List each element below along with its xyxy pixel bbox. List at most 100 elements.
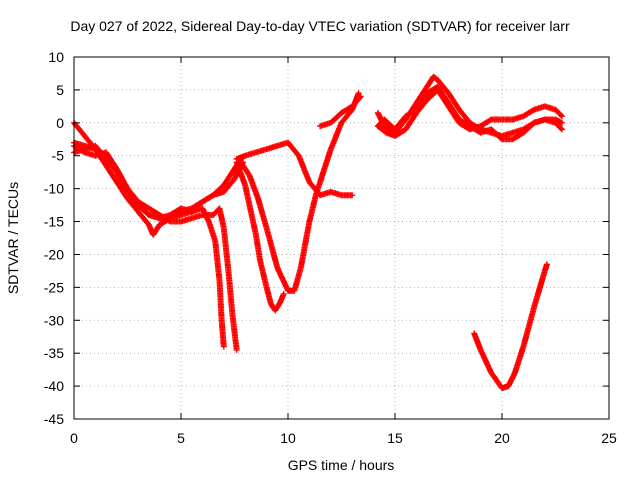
data-point-marks (552, 119, 564, 132)
data-point-mark (220, 343, 227, 350)
data-point-marks (327, 110, 344, 126)
data-point-marks (212, 238, 223, 283)
data-point-marks (218, 317, 227, 349)
data-point-mark (280, 290, 287, 297)
data-point-marks (477, 346, 494, 375)
data-point-mark (349, 192, 356, 199)
data-point-marks (263, 284, 274, 306)
data-point-marks (103, 149, 119, 171)
x-axis-label: GPS time / hours (288, 457, 395, 473)
y-tick-label: -45 (44, 411, 64, 427)
y-tick-label: -10 (44, 181, 64, 197)
data-point-mark (357, 93, 364, 100)
data-point-marks (520, 305, 537, 350)
data-point-marks (430, 73, 440, 83)
axis-ticks: 0 5 10 15 20 25 10 5 0 -5 -10 -15 -20 -25 -30 -35 -40 -45 (44, 49, 617, 446)
x-tick-label: 25 (601, 430, 617, 446)
data-point-marks (135, 202, 151, 217)
data-point-mark (558, 113, 565, 120)
y-tick-label: -30 (44, 312, 64, 328)
series-11 (374, 86, 565, 139)
data-point-marks (413, 98, 430, 116)
data-point-marks (225, 264, 236, 316)
data-point-marks (402, 111, 419, 133)
data-point-marks (263, 225, 280, 270)
data-point-marks (312, 174, 325, 199)
series-layer (71, 73, 565, 392)
x-tick-label: 5 (177, 430, 185, 446)
y-tick-label: -40 (44, 378, 64, 394)
data-point-marks (402, 107, 419, 120)
series-12 (471, 261, 550, 392)
data-point-mark (233, 346, 240, 353)
data-point-marks (135, 208, 151, 227)
data-point-marks (413, 84, 430, 107)
data-point-marks (374, 123, 389, 135)
data-point-marks (505, 371, 518, 390)
data-point-marks (178, 215, 194, 225)
data-point-marks (445, 103, 462, 125)
x-tick-label: 20 (494, 430, 510, 446)
data-point-marks (488, 369, 505, 390)
plot-frame (73, 56, 610, 420)
data-point-marks (124, 195, 141, 214)
data-point-marks (424, 87, 440, 103)
data-point-marks (552, 106, 564, 119)
data-point-marks (205, 218, 218, 243)
data-point-marks (255, 195, 270, 230)
data-point-marks (531, 269, 548, 311)
data-point-marks (113, 179, 130, 201)
y-tick-label: 0 (56, 115, 64, 131)
data-point-marks (295, 152, 312, 184)
data-point-marks (456, 106, 472, 125)
data-point-marks (392, 114, 408, 133)
data-point-marks (113, 165, 130, 191)
data-point-marks (124, 185, 141, 204)
data-point-marks (233, 159, 248, 187)
data-point-marks (520, 120, 536, 136)
data-point-marks (349, 94, 363, 110)
series-5 (233, 139, 356, 199)
y-tick-label: 5 (56, 82, 64, 98)
y-tick-label: -20 (44, 246, 64, 262)
data-point-marks (229, 310, 240, 352)
data-point-marks (220, 173, 233, 189)
x-tick-label: 10 (280, 430, 296, 446)
series-6 (233, 159, 287, 314)
data-point-marks (272, 302, 282, 314)
data-point-mark (543, 261, 550, 268)
chart-title: Day 027 of 2022, Sidereal Day-to-day VTE… (70, 18, 570, 34)
data-point-marks (509, 130, 526, 143)
data-point-marks (381, 116, 397, 132)
data-point-mark (355, 90, 362, 97)
data-point-marks (306, 193, 319, 225)
y-axis-label: SDTVAR / TECUs (5, 182, 21, 294)
data-point-marks (246, 172, 261, 201)
data-point-marks (285, 139, 301, 158)
series-10 (374, 83, 565, 143)
data-point-marks (434, 77, 451, 95)
data-point-marks (145, 205, 162, 218)
y-tick-label: -5 (52, 148, 65, 164)
data-point-marks (392, 127, 408, 139)
data-point-marks (511, 345, 526, 376)
data-point-marks (434, 86, 451, 109)
data-point-marks (237, 159, 252, 178)
data-point-marks (477, 117, 493, 130)
data-point-marks (297, 220, 313, 271)
data-point-marks (188, 212, 204, 222)
y-tick-label: -25 (44, 279, 64, 295)
data-point-marks (156, 212, 172, 224)
y-tick-label: -35 (44, 345, 64, 361)
data-point-marks (488, 126, 504, 142)
data-point-mark (558, 119, 565, 126)
x-tick-label: 0 (70, 430, 78, 446)
data-point-marks (220, 177, 237, 195)
data-point-mark (558, 126, 565, 133)
data-point-marks (135, 198, 151, 211)
series-4 (71, 142, 240, 353)
data-point-marks (338, 107, 355, 126)
data-point-marks (471, 330, 484, 352)
